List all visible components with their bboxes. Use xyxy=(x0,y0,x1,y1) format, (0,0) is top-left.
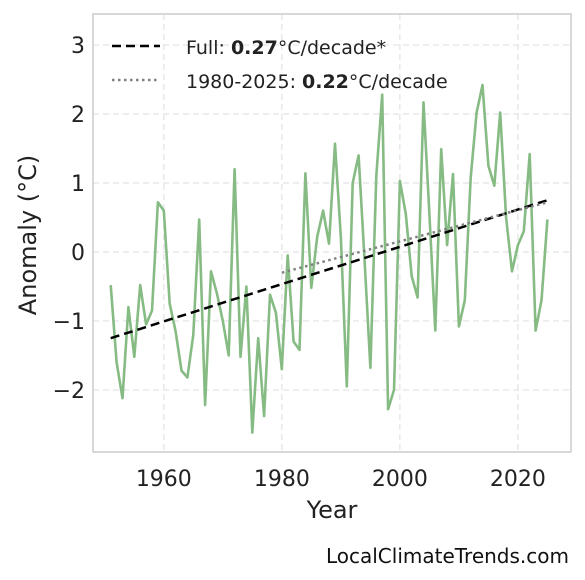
y-tick-label: 0 xyxy=(71,241,85,266)
y-tick-label: −1 xyxy=(53,310,85,335)
x-tick-label: 1960 xyxy=(136,467,192,492)
series-group xyxy=(109,83,549,435)
x-tick-label: 1980 xyxy=(254,467,310,492)
recent-trend-line xyxy=(281,201,548,274)
legend-recent-label: 1980-2025: 0.22°C/decade xyxy=(186,71,448,93)
full-trend-line xyxy=(110,199,548,340)
y-tick-label: 2 xyxy=(71,103,85,128)
x-axis-title: Year xyxy=(306,496,358,524)
y-axis-title: Anomaly (°C) xyxy=(14,155,42,315)
plot-frame xyxy=(92,13,572,453)
y-tick-label: 1 xyxy=(71,172,85,197)
legend: Full: 0.27°C/decade* 1980-2025: 0.22°C/d… xyxy=(112,37,448,93)
watermark: LocalClimateTrends.com xyxy=(325,544,569,568)
y-tick-label: −2 xyxy=(53,379,85,404)
y-tick-labels: −2 −1 0 1 2 3 xyxy=(53,34,85,404)
legend-full-label: Full: 0.27°C/decade* xyxy=(186,37,386,59)
y-tick-label: 3 xyxy=(71,34,85,59)
x-tick-label: 2000 xyxy=(372,467,428,492)
x-tick-labels: 1960 1980 2000 2020 xyxy=(136,467,546,492)
anomaly-series-line xyxy=(109,83,549,435)
x-tick-label: 2020 xyxy=(490,467,546,492)
grid xyxy=(93,14,571,452)
